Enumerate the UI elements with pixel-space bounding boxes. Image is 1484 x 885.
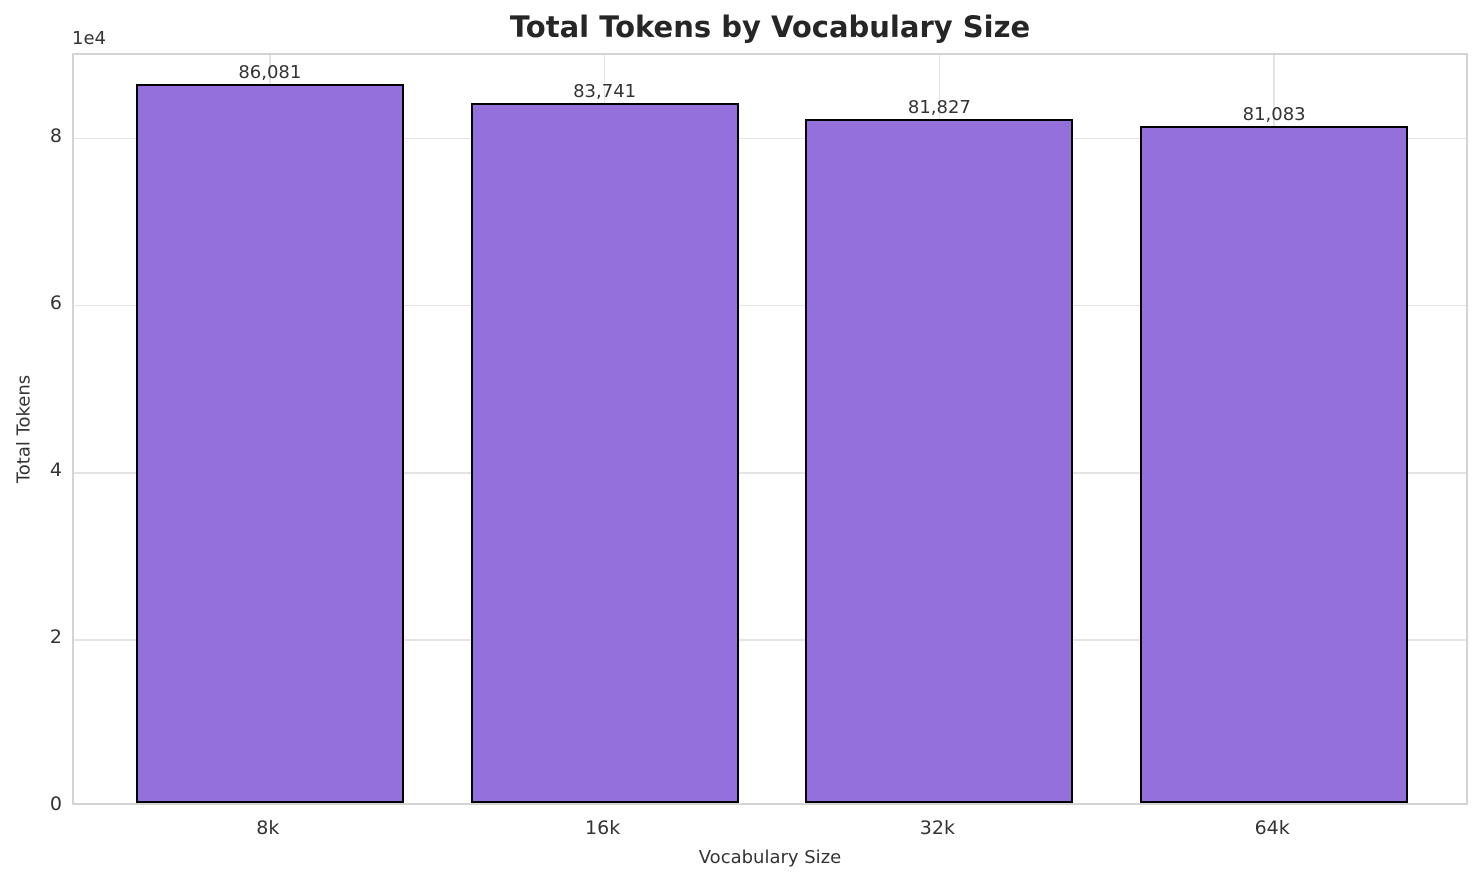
chart-title: Total Tokens by Vocabulary Size [509,10,1031,44]
y-tick-label: 2 [49,625,62,648]
y-tick-label: 4 [49,458,62,481]
h-gridline [74,304,1466,307]
plot-area: 86,081 83,741 81,827 81,083 [72,53,1468,805]
x-tick-label: 64k [1254,817,1290,839]
x-axis-label: Vocabulary Size [698,847,842,868]
h-gridline [74,639,1466,641]
y-tick-label: 6 [49,291,62,314]
bar-value-label: 81,827 [907,97,971,119]
x-tick-label: 8k [256,817,280,839]
y-tick-label: 8 [49,124,62,147]
bar-value-label: 81,083 [1242,103,1306,125]
h-gridline [74,472,1466,474]
y-axis-offset-label: 1e4 [72,28,106,49]
x-tick-label: 16k [585,817,621,839]
x-tick-label: 32k [919,817,955,839]
bar-16k [470,103,739,803]
bar-value-label: 86,081 [238,61,302,83]
bar-8k [135,83,404,803]
y-axis-label: Total Tokens [13,374,35,484]
y-tick-label: 0 [49,793,62,815]
bar-64k [1140,125,1409,803]
h-gridline [74,137,1466,140]
bar-value-label: 83,741 [573,81,637,103]
bar-32k [805,119,1074,803]
